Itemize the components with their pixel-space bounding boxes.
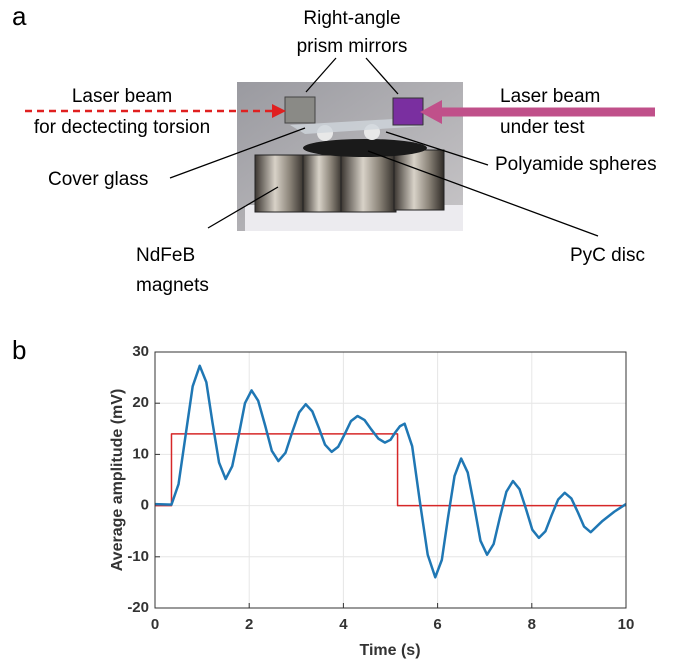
- x-tick-label: 6: [433, 616, 441, 633]
- leader-lines: [169, 57, 599, 237]
- annotation: Right-angle: [303, 8, 400, 29]
- y-tick-label: 20: [132, 394, 149, 411]
- arrow-head: [272, 104, 286, 118]
- annotation: magnets: [136, 275, 209, 296]
- panel-label: b: [12, 335, 26, 365]
- x-tick-label: 8: [528, 616, 536, 633]
- y-tick-label: -10: [127, 548, 149, 565]
- plot-frame: [154, 351, 627, 609]
- plot-area: [155, 352, 626, 608]
- x-tick-label: 2: [245, 616, 253, 633]
- photo: [237, 82, 463, 231]
- annotation: Cover glass: [48, 169, 148, 190]
- annotation: under test: [500, 117, 585, 138]
- annotation: PyC disc: [570, 245, 645, 266]
- y-tick-label: -20: [127, 599, 149, 616]
- annotation: Polyamide spheres: [495, 154, 657, 175]
- chart: Time (s) Average amplitude (mV) 0 2 4 6 8 10 -…: [109, 343, 634, 659]
- x-tick-label: 10: [618, 616, 635, 633]
- panel-label: a: [12, 1, 27, 31]
- x-axis-label: Time (s): [359, 642, 420, 659]
- annotation: NdFeB: [136, 245, 195, 266]
- arrow-head: [420, 100, 442, 124]
- y-tick-label: 30: [132, 343, 149, 360]
- data-line: [154, 364, 627, 579]
- y-tick-label: 0: [141, 497, 149, 514]
- x-tick-label: 4: [339, 616, 348, 633]
- annotation: prism mirrors: [297, 36, 408, 57]
- annotation: Laser beam: [72, 86, 172, 107]
- x-tick-label: 0: [151, 616, 159, 633]
- annotation: Laser beam: [500, 86, 600, 107]
- y-tick-label: 10: [132, 445, 149, 462]
- annotation: for dectecting torsion: [34, 117, 210, 138]
- y-axis-label: Average amplitude (mV): [109, 389, 126, 572]
